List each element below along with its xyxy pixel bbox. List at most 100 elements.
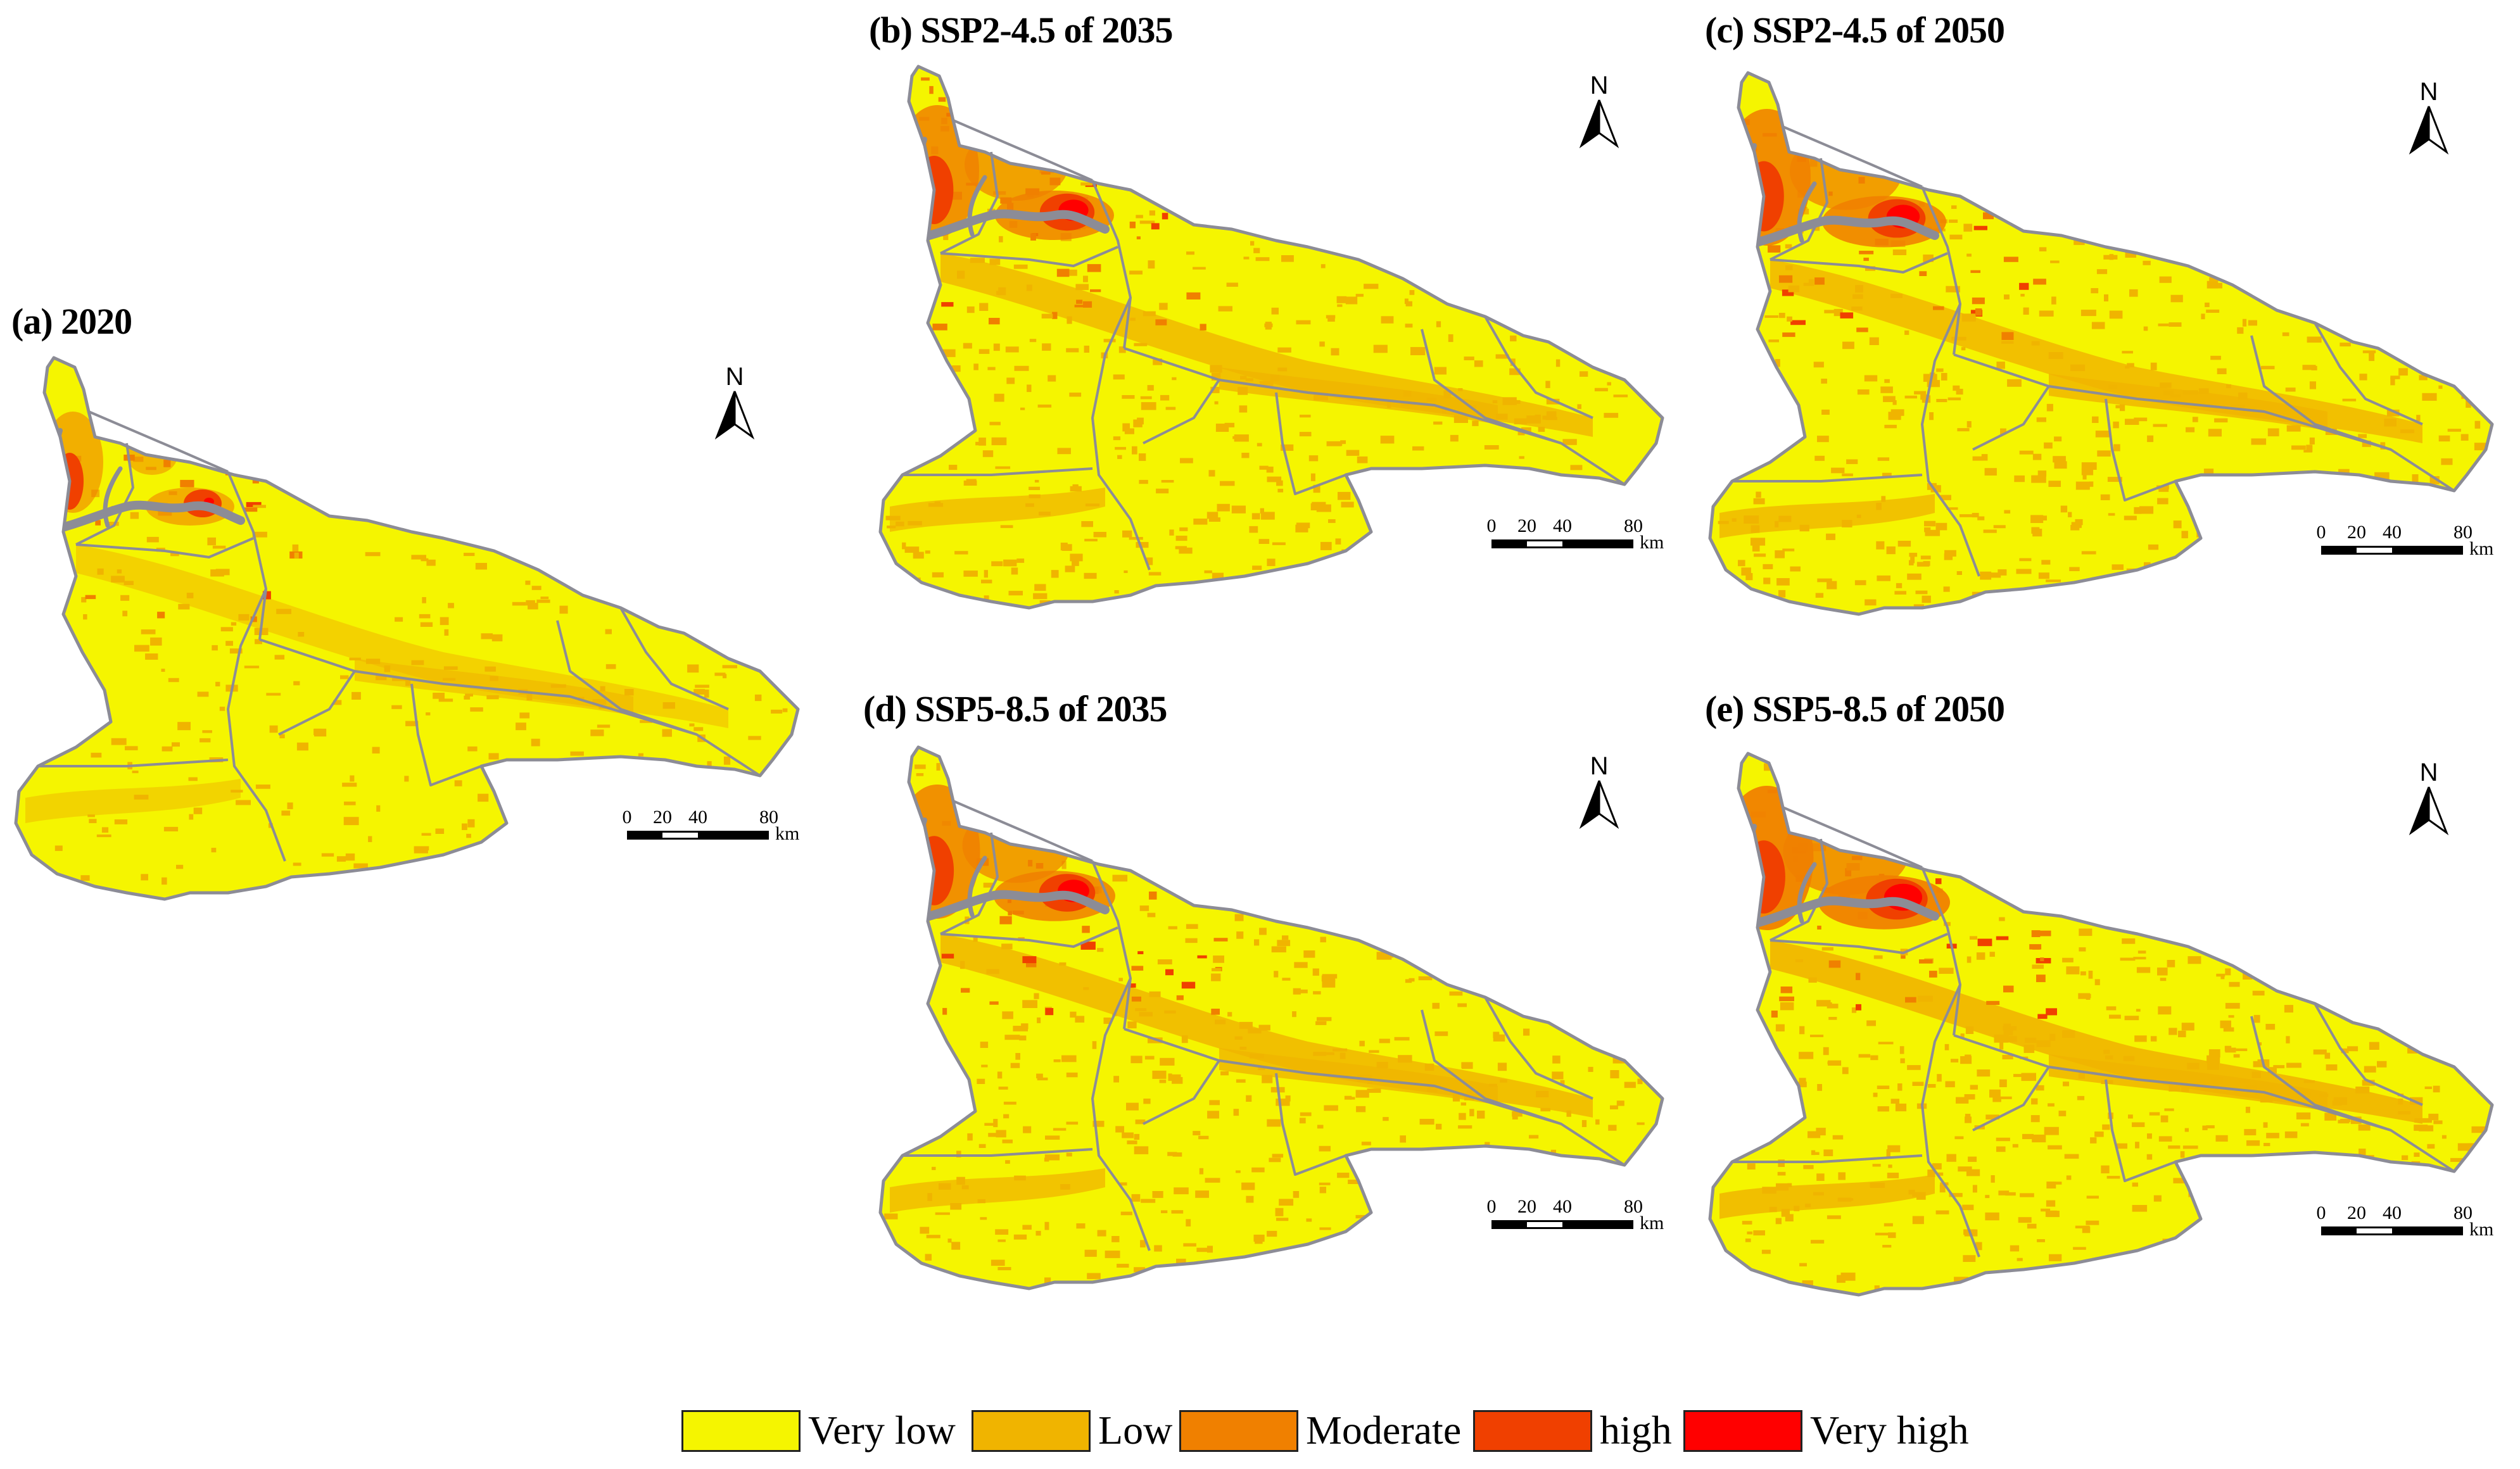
risk-cell [1241, 1182, 1255, 1190]
risk-cell [916, 773, 924, 776]
scale-tick-label: 20 [653, 807, 672, 828]
risk-cell [2229, 981, 2240, 987]
risk-cell [1813, 1192, 1824, 1195]
risk-cell [1131, 1194, 1141, 1202]
risk-cell [951, 365, 961, 372]
risk-cell [1828, 1017, 1837, 1020]
risk-cell [2038, 572, 2049, 579]
risk-cell [1462, 1062, 1473, 1069]
risk-cell [1577, 404, 1581, 409]
risk-cell [1335, 538, 1341, 545]
risk-cell [1003, 559, 1017, 567]
risk-cell [2169, 322, 2182, 327]
river-branch [967, 175, 987, 237]
risk-cell [1876, 541, 1885, 550]
risk-cell [1014, 1175, 1026, 1181]
risk-cell [988, 1133, 999, 1137]
risk-cell [1060, 543, 1068, 551]
risk-cell [2182, 390, 2198, 395]
risk-cell [1084, 345, 1089, 353]
risk-cell [1243, 256, 1250, 260]
risk-cell [605, 629, 612, 634]
risk-cell [1409, 290, 1415, 295]
risk-cell [1887, 1173, 1899, 1178]
risk-cell [220, 627, 233, 632]
risk-cell [2261, 365, 2275, 370]
risk-cell [1883, 396, 1896, 402]
risk-cell [1778, 275, 1793, 283]
risk-cell [2324, 1052, 2331, 1059]
risk-cell [2169, 1028, 2177, 1035]
risk-cell [1821, 947, 1833, 951]
risk-cell [1777, 1171, 1786, 1176]
risk-cell [932, 572, 944, 577]
risk-cell [989, 258, 1001, 265]
risk-cell [1876, 503, 1882, 510]
risk-cell [2198, 388, 2209, 394]
risk-cell [2031, 930, 2041, 937]
legend-swatch-very-high [1683, 1410, 1802, 1452]
risk-cell [1169, 1074, 1181, 1080]
risk-cell [1035, 1230, 1041, 1236]
risk-cell [1434, 367, 1447, 375]
risk-cell [2003, 1023, 2011, 1028]
risk-cell [2150, 1036, 2157, 1042]
risk-cell [2003, 1026, 2017, 1031]
risk-cell [540, 596, 549, 600]
risk-cell [693, 727, 704, 731]
risk-cell [2046, 1008, 2057, 1016]
risk-cell [2029, 944, 2042, 950]
risk-cell [87, 814, 95, 817]
risk-cell [943, 234, 949, 241]
risk-cell [2109, 310, 2123, 319]
risk-cell [95, 520, 101, 526]
risk-cell [1817, 578, 1832, 583]
risk-cell [141, 629, 156, 634]
risk-cell [1328, 519, 1336, 523]
risk-cell [1797, 1081, 1807, 1088]
risk-cell [1019, 1035, 1027, 1041]
risk-cell [351, 691, 361, 700]
risk-cell [2077, 1095, 2085, 1100]
risk-cell [1140, 396, 1152, 400]
risk-cell [246, 501, 262, 507]
low-risk-band [940, 253, 1593, 437]
risk-cell [1434, 1031, 1448, 1037]
risk-cell [2358, 1124, 2371, 1131]
north-arrow-icon: N [1579, 752, 1619, 829]
risk-cell [1066, 348, 1079, 353]
risk-cell [1890, 1099, 1899, 1104]
risk-cell [1366, 535, 1379, 544]
risk-cell [1870, 1055, 1878, 1061]
risk-cell [2124, 1016, 2139, 1021]
risk-cell [1742, 1221, 1752, 1225]
risk-cell [999, 236, 1003, 243]
risk-cell [2102, 1124, 2110, 1130]
risk-cell [188, 777, 198, 781]
risk-cell [949, 465, 958, 470]
risk-cell [1248, 1028, 1262, 1034]
risk-cell [1034, 993, 1039, 999]
risk-cell [1842, 520, 1852, 527]
risk-cell [1172, 377, 1177, 381]
risk-cell [748, 736, 761, 740]
risk-cell [1780, 987, 1793, 993]
risk-cell [1320, 264, 1326, 268]
risk-cell [512, 602, 526, 606]
risk-cell [1747, 1163, 1756, 1170]
risk-cell [1383, 1117, 1389, 1121]
risk-cell [384, 665, 391, 672]
risk-cell [1940, 495, 1951, 500]
risk-cell [1053, 1128, 1067, 1131]
legend-label-very-low: Very low [808, 1408, 956, 1453]
risk-cell [2101, 1165, 2110, 1174]
risk-cell [2107, 477, 2122, 482]
risk-cell [2125, 419, 2139, 425]
risk-cell [1956, 1097, 1969, 1104]
district-boundary [2314, 1003, 2423, 1106]
district-boundary [1091, 861, 1132, 1030]
risk-cell [960, 961, 965, 969]
risk-cell [122, 610, 128, 617]
risk-cell [1987, 572, 2001, 578]
risk-cell [2010, 1245, 2020, 1252]
